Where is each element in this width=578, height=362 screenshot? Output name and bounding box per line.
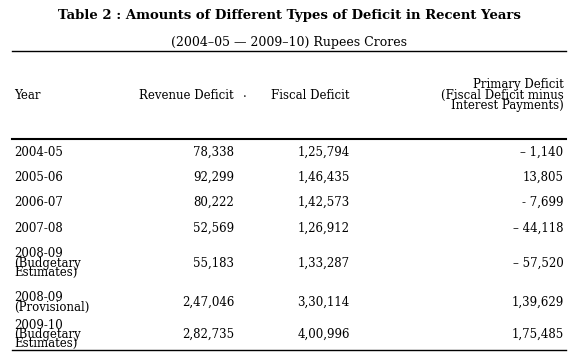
Text: 1,39,629: 1,39,629	[512, 296, 564, 309]
Text: Estimates): Estimates)	[14, 337, 78, 350]
Text: 1,75,485: 1,75,485	[512, 328, 564, 341]
Text: 2009-10: 2009-10	[14, 319, 63, 332]
Text: (Provisional): (Provisional)	[14, 300, 90, 313]
Text: Fiscal Deficit: Fiscal Deficit	[271, 89, 350, 101]
Text: – 1,140: – 1,140	[520, 146, 564, 159]
Text: Estimates): Estimates)	[14, 266, 78, 279]
Text: Year: Year	[14, 89, 41, 101]
Text: – 57,520: – 57,520	[513, 257, 564, 270]
Text: - 7,699: - 7,699	[522, 196, 564, 209]
Text: 3,30,114: 3,30,114	[298, 296, 350, 309]
Text: 13,805: 13,805	[523, 171, 564, 184]
Text: Interest Payments): Interest Payments)	[451, 100, 564, 112]
Text: 1,33,287: 1,33,287	[298, 257, 350, 270]
Text: (Budgetary: (Budgetary	[14, 328, 81, 341]
Text: 4,00,996: 4,00,996	[297, 328, 350, 341]
Text: 92,299: 92,299	[193, 171, 234, 184]
Text: (Budgetary: (Budgetary	[14, 257, 81, 270]
Text: (Fiscal Deficit minus: (Fiscal Deficit minus	[441, 89, 564, 101]
Text: Table 2 : Amounts of Different Types of Deficit in Recent Years: Table 2 : Amounts of Different Types of …	[58, 9, 520, 22]
Text: (2004–05 — 2009–10) Rupees Crores: (2004–05 — 2009–10) Rupees Crores	[171, 36, 407, 49]
Text: 2,82,735: 2,82,735	[182, 328, 234, 341]
Text: 2006-07: 2006-07	[14, 196, 64, 209]
Text: Primary Deficit: Primary Deficit	[473, 78, 564, 90]
Text: 1,26,912: 1,26,912	[298, 222, 350, 235]
Text: 1,25,794: 1,25,794	[298, 146, 350, 159]
Text: 78,338: 78,338	[193, 146, 234, 159]
Text: 2008-09: 2008-09	[14, 291, 63, 304]
Text: 1,46,435: 1,46,435	[297, 171, 350, 184]
Text: 55,183: 55,183	[193, 257, 234, 270]
Text: Revenue Deficit: Revenue Deficit	[139, 89, 234, 101]
Text: 2008-09: 2008-09	[14, 248, 63, 260]
Text: 1,42,573: 1,42,573	[298, 196, 350, 209]
Text: 80,222: 80,222	[193, 196, 234, 209]
Text: 52,569: 52,569	[193, 222, 234, 235]
Text: 2004-05: 2004-05	[14, 146, 64, 159]
Text: .: .	[243, 87, 246, 100]
Text: 2007-08: 2007-08	[14, 222, 63, 235]
Text: – 44,118: – 44,118	[513, 222, 564, 235]
Text: 2005-06: 2005-06	[14, 171, 64, 184]
Text: 2,47,046: 2,47,046	[181, 296, 234, 309]
